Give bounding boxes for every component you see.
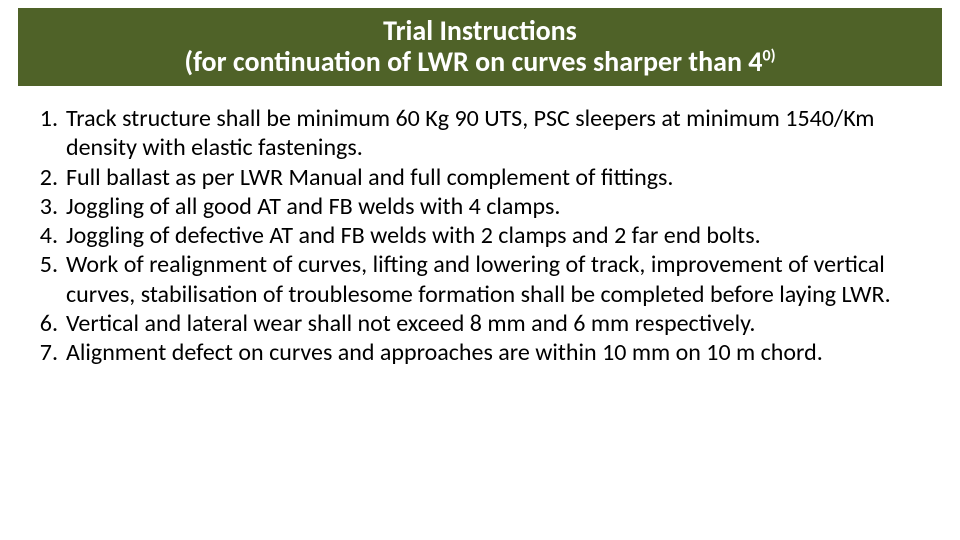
instruction-list: Track structure shall be minimum 60 Kg 9… <box>18 104 942 367</box>
instruction-list-area: Track structure shall be minimum 60 Kg 9… <box>18 104 942 367</box>
title-sub-super: 0) <box>763 47 776 66</box>
list-item: Joggling of defective AT and FB welds wi… <box>18 221 942 250</box>
list-item: Joggling of all good AT and FB welds wit… <box>18 192 942 221</box>
title-band: Trial Instructions (for continuation of … <box>18 8 942 86</box>
list-item: Full ballast as per LWR Manual and full … <box>18 163 942 192</box>
title-main: Trial Instructions <box>383 16 577 47</box>
title-sub-prefix: (for continuation of LWR on curves sharp… <box>184 44 762 79</box>
list-item: Vertical and lateral wear shall not exce… <box>18 309 942 338</box>
slide: Trial Instructions (for continuation of … <box>0 0 960 540</box>
list-item: Track structure shall be minimum 60 Kg 9… <box>18 104 942 163</box>
list-item: Work of realignment of curves, lifting a… <box>18 250 942 309</box>
title-sub: (for continuation of LWR on curves sharp… <box>184 47 775 78</box>
list-item: Alignment defect on curves and approache… <box>18 338 942 367</box>
